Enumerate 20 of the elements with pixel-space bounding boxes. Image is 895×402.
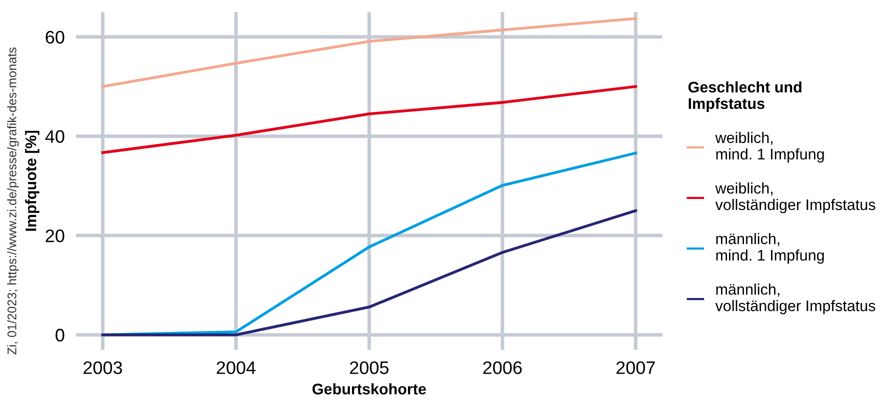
x-tick-label: 2007 <box>616 361 655 374</box>
y-axis-title: Impfquote [%] <box>25 130 40 231</box>
legend-title: Geschlecht und Impfstatus <box>688 81 802 112</box>
x-tick-label: 2003 <box>84 361 122 374</box>
y-tick-label: 40 <box>45 130 64 143</box>
line-series <box>101 209 638 336</box>
y-tick-label: 0 <box>56 328 64 342</box>
x-tick-label: 2005 <box>350 361 389 374</box>
legend-label: weiblich, mind. 1 Impfung <box>715 132 824 163</box>
text: Zi, 01/2023; https://www.zi.de/presse/grafik-des-monats <box>7 48 19 354</box>
line-series <box>101 17 638 88</box>
legend-label: männlich, mind. 1 Impfung <box>716 232 824 264</box>
x-axis-title: Geburtskohorte <box>312 383 426 394</box>
legend-label: männlich, vollständiger Impfstatus <box>715 284 876 314</box>
y-tick-label: 20 <box>46 229 64 242</box>
y-tick-label: 60 <box>46 30 64 44</box>
x-tick-label: 2004 <box>216 361 256 374</box>
legend-label: weiblich, vollständiger Impfstatus <box>715 182 876 214</box>
x-tick-label: 2006 <box>483 361 522 374</box>
line-series <box>101 85 638 154</box>
